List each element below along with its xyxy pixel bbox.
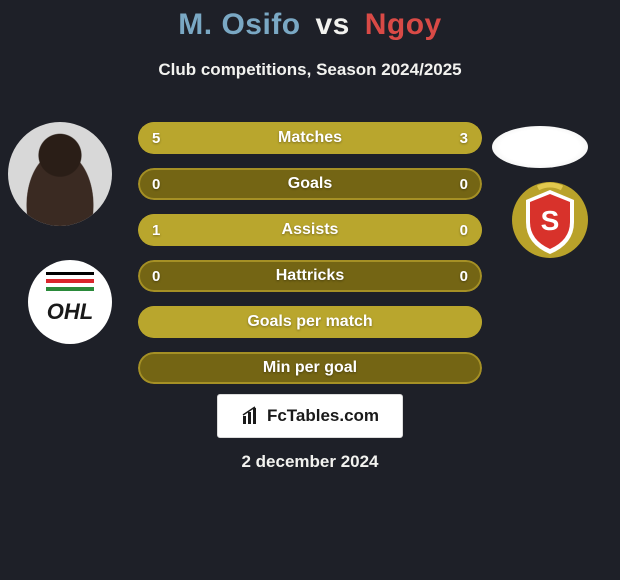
brand-text: FcTables.com: [267, 406, 379, 426]
stat-value-left: 0: [152, 168, 160, 200]
player2-club-logo: S: [508, 178, 592, 262]
player2-name: Ngoy: [365, 8, 442, 41]
comparison-card: M. Osifo vs Ngoy Club competitions, Seas…: [0, 0, 620, 580]
brand-badge[interactable]: FcTables.com: [217, 394, 403, 438]
stat-label: Goals per match: [138, 306, 482, 338]
ohl-logo-text: OHL: [47, 299, 93, 325]
vs-label: vs: [315, 8, 349, 41]
stat-value-left: 0: [152, 260, 160, 292]
stat-label: Assists: [138, 214, 482, 246]
stat-row: Goals per match: [138, 306, 482, 338]
stat-value-right: 0: [460, 214, 468, 246]
stat-row: Assists1 0: [138, 214, 482, 246]
player1-avatar: [8, 122, 112, 226]
stat-value-left: 1: [152, 214, 160, 246]
stat-label: Matches: [138, 122, 482, 154]
stat-value-right: 0: [460, 168, 468, 200]
brand-icon: [241, 406, 261, 426]
subtitle: Club competitions, Season 2024/2025: [0, 60, 620, 80]
player1-name: M. Osifo: [178, 8, 300, 41]
page-title: M. Osifo vs Ngoy: [0, 8, 620, 42]
stat-label: Min per goal: [138, 352, 482, 384]
crest-letter: S: [541, 205, 560, 236]
stat-value-left: 5: [152, 122, 160, 154]
stat-bars: Matches53Goals00Assists10Hattricks00Goal…: [138, 122, 482, 398]
stat-label: Goals: [138, 168, 482, 200]
date-label: 2 december 2024: [0, 452, 620, 472]
stat-value-right: 0: [460, 260, 468, 292]
ohl-stripes: [46, 272, 94, 292]
player1-club-logo: OHL: [28, 260, 112, 344]
stat-value-right: 3: [460, 122, 468, 154]
standard-liege-crest-icon: S: [508, 178, 592, 262]
stat-label: Hattricks: [138, 260, 482, 292]
stat-row: Goals0 0: [138, 168, 482, 200]
stat-row: Hattricks0 0: [138, 260, 482, 292]
stat-row: Min per goal: [138, 352, 482, 384]
player2-avatar: [492, 126, 588, 168]
stat-row: Matches5 3: [138, 122, 482, 154]
